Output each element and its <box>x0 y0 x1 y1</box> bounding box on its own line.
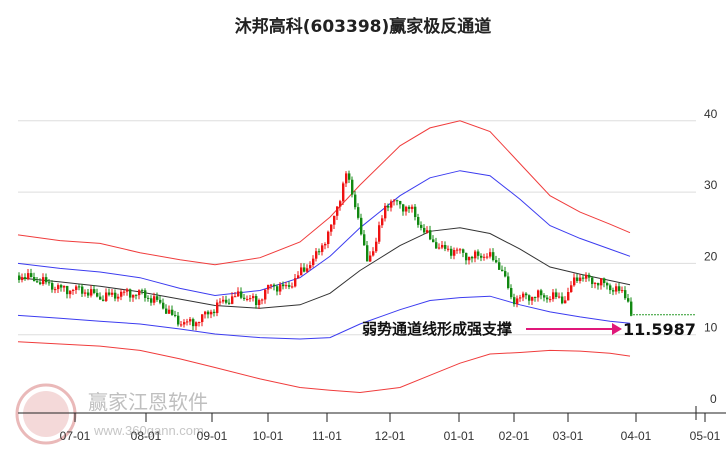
chart-title: 沐邦高科(603398)赢家极反通道 <box>234 17 492 37</box>
annotation-value: 11.5987 <box>623 320 696 339</box>
y-tick-label: 40 <box>704 107 718 121</box>
x-tick-label: 01-01 <box>444 429 475 443</box>
candlesticks <box>18 170 633 331</box>
x-tick-label: 11-01 <box>312 429 342 443</box>
x-tick-label: 08-01 <box>131 429 162 443</box>
lower-outer-band <box>17 341 631 394</box>
x-tick-label: 03-01 <box>553 429 584 443</box>
lower-inner-band <box>17 295 631 340</box>
x-tick-label: 05-01 <box>690 429 721 443</box>
watermark-name: 赢家江恩软件 <box>88 390 208 414</box>
arrow-head-icon <box>612 323 622 335</box>
x-tick-label: 07-01 <box>60 429 91 443</box>
upper-outer-band <box>17 120 631 266</box>
y-tick-label: 0 <box>710 392 717 406</box>
x-tick-label: 10-01 <box>253 429 284 443</box>
x-tick-label: 09-01 <box>197 429 228 443</box>
annotation-label: 弱势通道线形成强支撑 <box>362 320 512 338</box>
x-tick-label: 02-01 <box>499 429 530 443</box>
y-tick-label: 20 <box>704 249 718 263</box>
x-tick-label: 12-01 <box>375 429 406 443</box>
x-tick-label: 04-01 <box>621 429 652 443</box>
watermark-url: www.360gann.com <box>94 423 204 438</box>
y-tick-label: 10 <box>704 321 718 335</box>
y-tick-label: 30 <box>704 178 718 192</box>
upper-inner-band <box>17 170 631 297</box>
